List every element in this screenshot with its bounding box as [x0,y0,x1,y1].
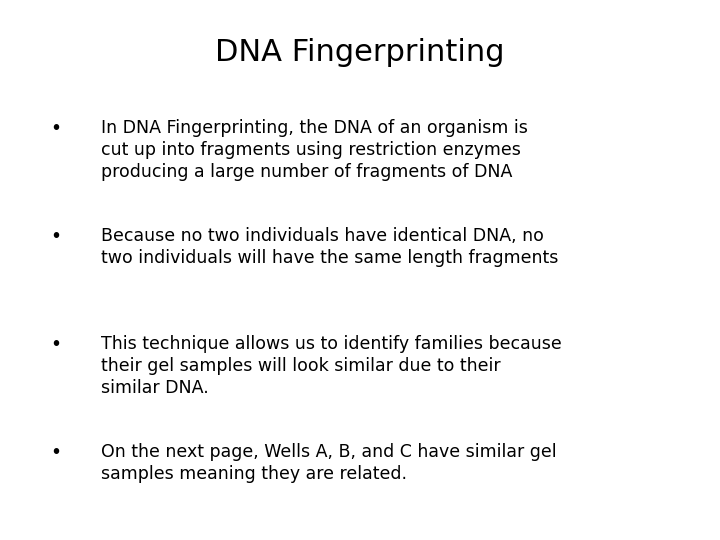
Text: •: • [50,119,61,138]
Text: Because no two individuals have identical DNA, no
two individuals will have the : Because no two individuals have identica… [101,227,558,267]
Text: •: • [50,335,61,354]
Text: •: • [50,227,61,246]
Text: •: • [50,443,61,462]
Text: DNA Fingerprinting: DNA Fingerprinting [215,38,505,67]
Text: On the next page, Wells A, B, and C have similar gel
samples meaning they are re: On the next page, Wells A, B, and C have… [101,443,557,483]
Text: This technique allows us to identify families because
their gel samples will loo: This technique allows us to identify fam… [101,335,562,397]
Text: In DNA Fingerprinting, the DNA of an organism is
cut up into fragments using res: In DNA Fingerprinting, the DNA of an org… [101,119,528,181]
